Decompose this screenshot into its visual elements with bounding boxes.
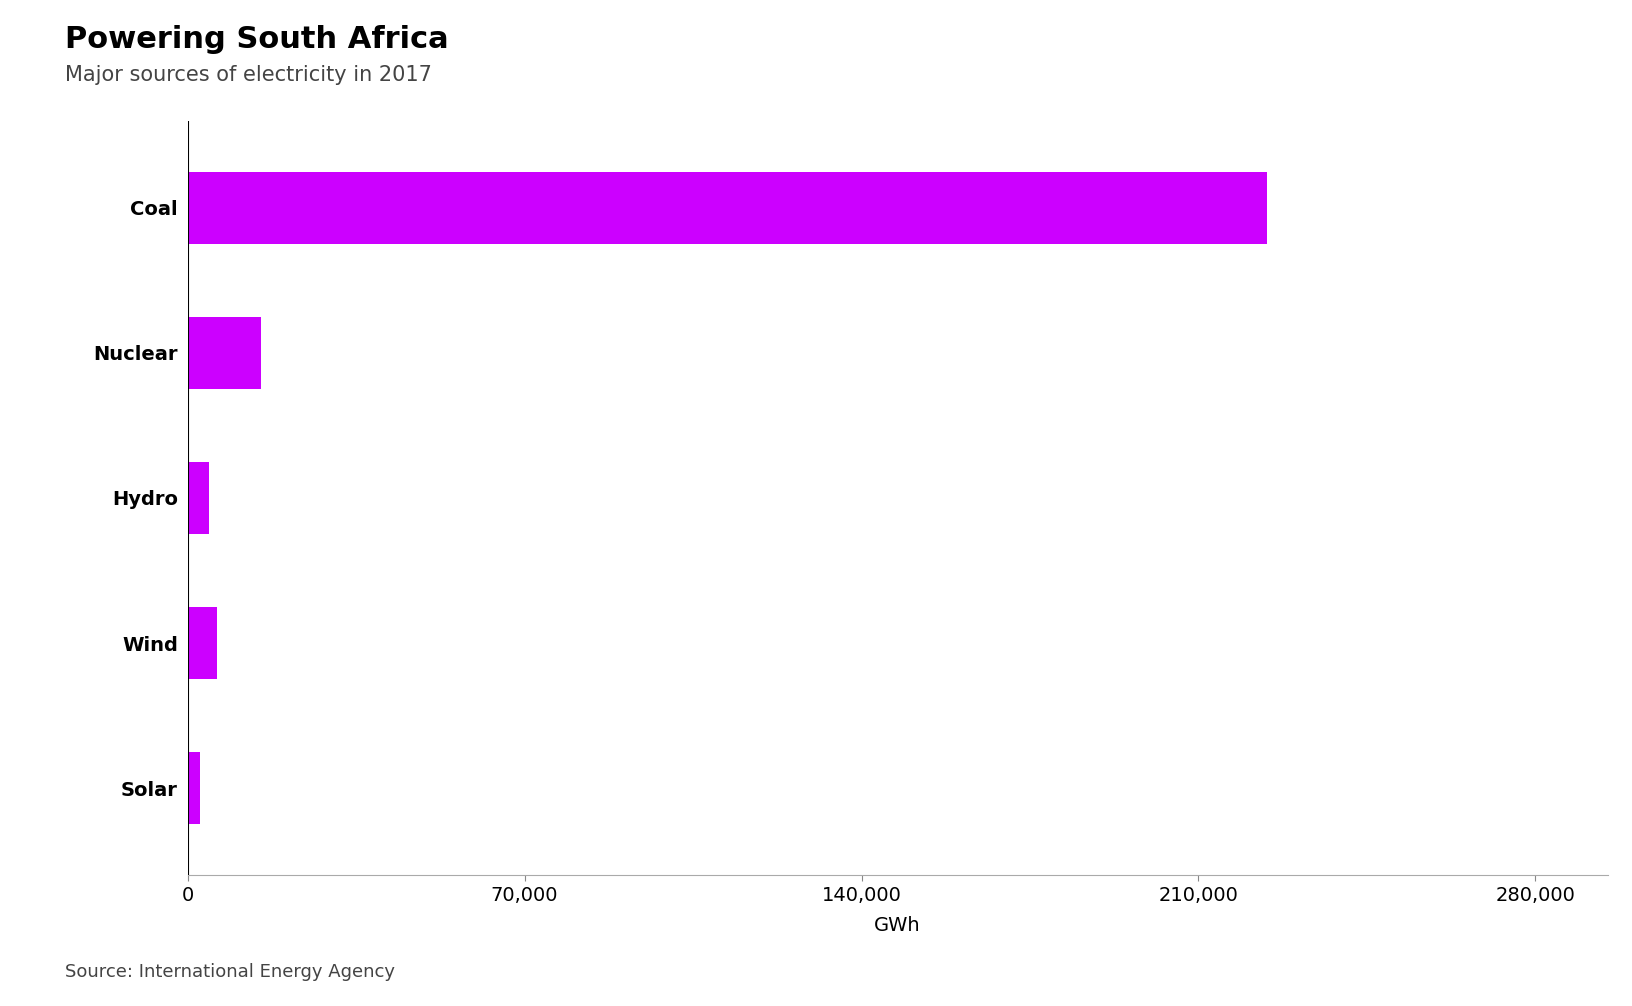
X-axis label: GWh: GWh bbox=[875, 915, 920, 935]
Bar bbox=[188, 607, 217, 679]
Text: Major sources of electricity in 2017: Major sources of electricity in 2017 bbox=[65, 65, 432, 86]
Text: Powering South Africa: Powering South Africa bbox=[65, 25, 449, 54]
Bar bbox=[188, 751, 199, 825]
Text: BBC: BBC bbox=[1511, 957, 1557, 975]
Bar bbox=[188, 171, 1266, 244]
Text: Source: International Energy Agency: Source: International Energy Agency bbox=[65, 963, 395, 981]
Bar bbox=[188, 317, 261, 389]
Bar bbox=[188, 462, 209, 534]
